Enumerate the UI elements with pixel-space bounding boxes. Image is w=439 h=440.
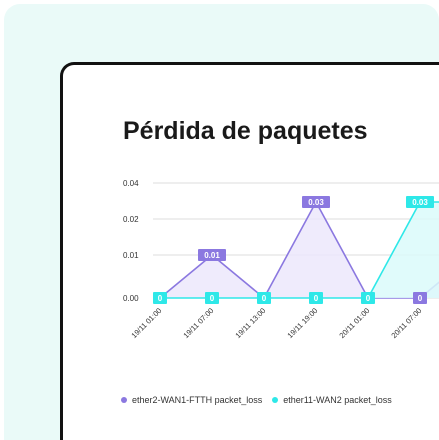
data-label-box bbox=[413, 292, 427, 304]
y-tick-label: 0.02 bbox=[123, 215, 139, 224]
data-label-box bbox=[205, 292, 219, 304]
series-area bbox=[160, 202, 439, 298]
legend-item-wan2[interactable]: ether11-WAN2 packet_loss bbox=[272, 395, 392, 405]
data-label: 0.01 bbox=[204, 251, 220, 260]
x-tick-label: 20/11 01:00 bbox=[337, 306, 371, 340]
x-tick-label: 20/11 07:00 bbox=[389, 306, 423, 340]
x-tick-label: 19/11 07:00 bbox=[181, 306, 215, 340]
data-label: 0 bbox=[366, 294, 371, 303]
line-chart: 0.04 0.02 0.01 0.00 0.01 0.03 0 0 0 0 0 0 0.03 19/11 … bbox=[123, 179, 439, 340]
chart-title: Pérdida de paquetes bbox=[123, 117, 368, 145]
legend-item-wan1[interactable]: ether2-WAN1-FTTH packet_loss bbox=[121, 395, 262, 405]
series-area bbox=[160, 202, 439, 298]
data-label: 0 bbox=[418, 294, 423, 303]
data-label-box bbox=[406, 196, 434, 208]
legend-dot-wan2-icon bbox=[272, 397, 279, 403]
data-label: 0 bbox=[210, 294, 215, 303]
data-label: 0.03 bbox=[412, 198, 428, 207]
data-label-box bbox=[302, 196, 330, 208]
legend-label-wan1: ether2-WAN1-FTTH packet_loss bbox=[132, 395, 263, 405]
data-label-box bbox=[361, 292, 375, 304]
legend-dot-wan1-icon bbox=[121, 397, 127, 403]
x-tick-label: 19/11 01:00 bbox=[129, 306, 163, 340]
data-label-box bbox=[257, 292, 271, 304]
data-label: 0 bbox=[158, 294, 163, 303]
data-label: 0 bbox=[262, 294, 267, 303]
chart-legend: ether2-WAN1-FTTH packet_loss ether11-WAN… bbox=[121, 395, 402, 405]
data-label: 0.03 bbox=[308, 198, 324, 207]
legend-label-wan2: ether11-WAN2 packet_loss bbox=[283, 395, 392, 405]
x-tick-label: 19/11 19:00 bbox=[285, 306, 319, 340]
y-tick-label: 0.00 bbox=[123, 294, 139, 303]
data-label: 0 bbox=[314, 294, 319, 303]
data-label-box bbox=[198, 249, 226, 261]
y-tick-label: 0.01 bbox=[123, 251, 139, 260]
data-label-box bbox=[309, 292, 323, 304]
chart-card: Pérdida de paquetes 0.04 0.02 0.01 0.00 0.01… bbox=[60, 62, 439, 440]
y-tick-label: 0.04 bbox=[123, 179, 139, 188]
x-tick-label: 19/11 13:00 bbox=[233, 306, 267, 340]
data-label-box bbox=[153, 292, 167, 304]
